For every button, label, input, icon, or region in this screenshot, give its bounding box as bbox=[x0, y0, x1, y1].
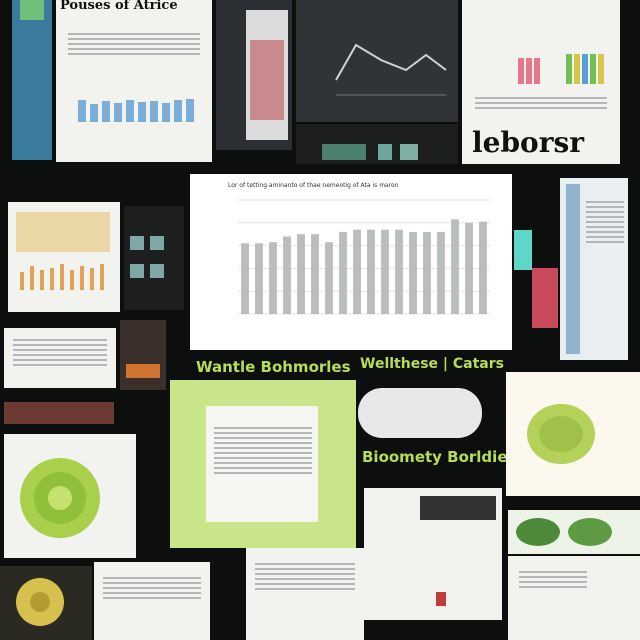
orange-bar-chart bbox=[20, 260, 112, 290]
top-left-document: Pouses of Atrice bbox=[56, 0, 212, 162]
green-heading: Bioomety Borldie? bbox=[362, 448, 517, 466]
bottom-right-doc bbox=[508, 556, 640, 640]
bottom-doc-b bbox=[246, 548, 364, 640]
right-tall-document bbox=[560, 178, 628, 360]
top-device-panel bbox=[216, 0, 292, 150]
flower-illustration bbox=[16, 578, 64, 626]
chart-bar bbox=[311, 234, 319, 314]
left-red-strip bbox=[4, 402, 114, 424]
bottom-sketch-doc bbox=[364, 488, 502, 620]
lettuce-illustration bbox=[20, 458, 100, 538]
lime-table-sheet bbox=[170, 380, 356, 548]
chart-bar bbox=[325, 242, 333, 314]
left-chart-panel bbox=[8, 202, 120, 312]
chart-bar bbox=[479, 221, 487, 314]
chart-bar bbox=[395, 229, 403, 314]
chart-bar bbox=[437, 231, 445, 314]
chart-bar bbox=[297, 234, 305, 314]
top-left-bar-chart bbox=[76, 96, 198, 122]
chart-bar bbox=[255, 243, 263, 314]
top-right-word: leborsr bbox=[472, 126, 584, 159]
chart-bar bbox=[451, 219, 459, 314]
top-right-document: leborsr bbox=[462, 0, 620, 164]
center-chart-title: Lor of tetting aminanto of thae nemeotig… bbox=[228, 182, 399, 189]
left-thumbnail-grid bbox=[124, 206, 184, 310]
mid-left-banner: Wantle Bohmorles bbox=[196, 358, 351, 376]
chart-bar bbox=[339, 231, 347, 314]
chart-bar bbox=[423, 231, 431, 314]
top-left-title: Pouses of Atrice bbox=[60, 0, 178, 13]
left-strip-panel bbox=[12, 0, 52, 160]
chart-bar bbox=[409, 231, 417, 314]
top-dark-line-chart bbox=[296, 0, 458, 122]
chart-bar bbox=[241, 243, 249, 314]
bottom-doc-a bbox=[94, 562, 210, 640]
top-dark-strip bbox=[296, 124, 458, 164]
right-teal-block bbox=[514, 230, 532, 270]
center-chart-card: Lor of tetting aminanto of thae nemeotig… bbox=[190, 174, 512, 350]
left-spreadsheet bbox=[4, 328, 116, 388]
leaves-illustration bbox=[516, 518, 612, 546]
chart-bar bbox=[353, 229, 361, 314]
right-leaf-panel bbox=[506, 372, 640, 496]
mid-right-banner: Wellthese | Catars bbox=[360, 356, 504, 372]
center-pouch-image bbox=[358, 388, 482, 438]
center-bar-chart bbox=[238, 199, 490, 315]
line-chart-graphic bbox=[335, 43, 447, 96]
chart-bar bbox=[269, 242, 277, 314]
leaf-illustration bbox=[527, 404, 595, 464]
yellow-flower-panel bbox=[0, 566, 92, 640]
top-right-bar-group bbox=[518, 54, 614, 84]
chart-bar bbox=[465, 222, 473, 314]
chart-bar bbox=[381, 229, 389, 314]
bottom-right-leaves bbox=[508, 510, 640, 554]
chart-bar bbox=[283, 236, 291, 314]
right-red-block bbox=[532, 268, 558, 328]
chart-bar bbox=[367, 229, 375, 314]
left-dark-photo bbox=[120, 320, 166, 390]
lettuce-card bbox=[4, 434, 136, 558]
